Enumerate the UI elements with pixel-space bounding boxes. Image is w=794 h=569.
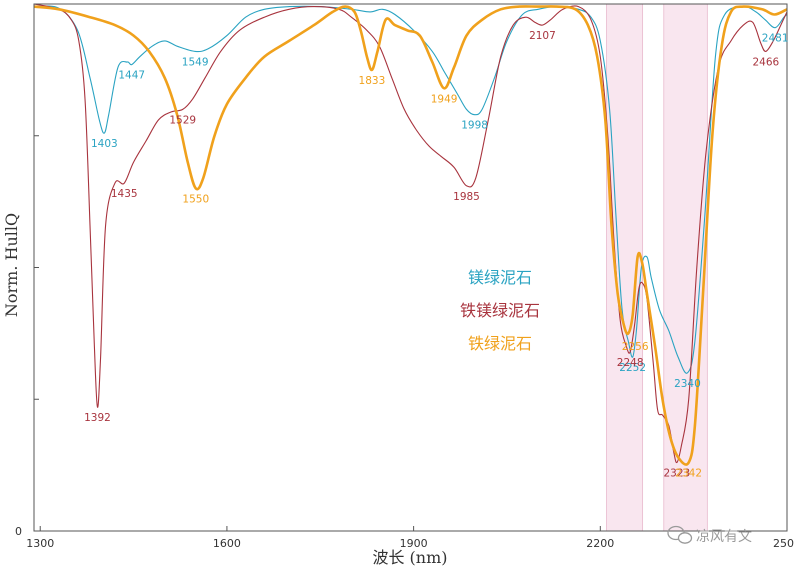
wechat-icon: [667, 525, 693, 544]
peak-label-1550: 1550: [182, 193, 209, 205]
peak-label-1447: 1447: [118, 70, 145, 82]
peak-label-2481: 2481: [762, 33, 789, 45]
peak-label-1833: 1833: [359, 75, 386, 87]
plot-area: [33, 3, 788, 466]
peak-label-2466: 2466: [752, 56, 779, 68]
series-line-2: [33, 3, 788, 464]
watermark: 凉风有文: [667, 525, 752, 545]
peak-label-2323: 2323: [663, 467, 690, 479]
peak-label-2248: 2248: [617, 357, 644, 369]
peak-label-1998: 1998: [461, 120, 488, 132]
legend-entry-2: 铁镁绿泥石: [460, 301, 540, 320]
peak-label-1549: 1549: [182, 56, 209, 68]
watermark-text: 凉风有文: [696, 529, 752, 545]
peak-label-1403: 1403: [91, 138, 118, 150]
peak-label-2107: 2107: [529, 30, 556, 42]
peak-label-2340: 2340: [674, 378, 701, 390]
y-tick-label-0: 0: [15, 525, 22, 538]
peak-label-2256: 2256: [622, 341, 649, 353]
peak-label-2342: 2342: [675, 467, 702, 479]
series-line-3: [33, 5, 788, 466]
peak-label-1435: 1435: [111, 188, 138, 200]
peak-labels: 1403 1447 1549 1998 2252 2340 2481 1392 1435 1529…: [84, 30, 788, 479]
x-tick-label-1300: 1300: [26, 537, 54, 550]
y-axis-label: Norm. HullQ: [2, 213, 21, 317]
peak-label-1985: 1985: [453, 191, 480, 203]
x-axis-label: 波长 (nm): [372, 548, 447, 567]
legend-entry-3: 铁绿泥石: [468, 334, 532, 353]
peak-label-1529: 1529: [169, 114, 196, 126]
peak-label-1392: 1392: [84, 412, 111, 424]
peak-label-2252: 2252: [619, 362, 646, 374]
legend-entry-1: 镁绿泥石: [468, 268, 532, 287]
x-tick-label-1900: 1900: [400, 537, 428, 550]
x-tick-label-1600: 1600: [213, 537, 241, 550]
peak-label-1949: 1949: [431, 93, 458, 105]
x-tick-label-2200: 2200: [586, 537, 614, 550]
